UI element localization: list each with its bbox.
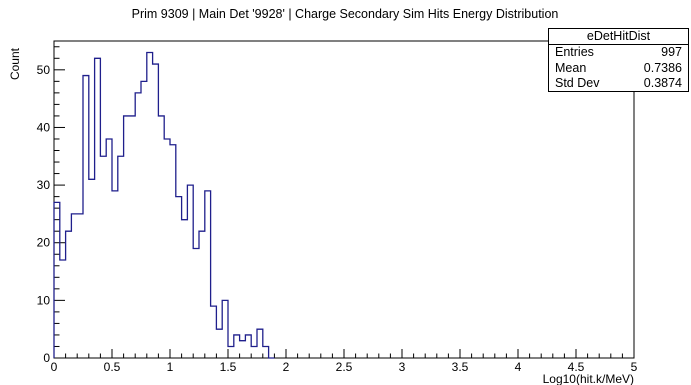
histogram-bin xyxy=(124,116,130,358)
histogram-bin xyxy=(205,191,211,358)
histogram-series-line xyxy=(53,51,275,359)
y-axis-label: Count xyxy=(8,47,22,80)
histogram-bin xyxy=(211,306,217,358)
y-tick-label: 40 xyxy=(37,120,51,134)
y-tick-label: 50 xyxy=(37,63,51,77)
stats-mean-label: Mean xyxy=(555,60,587,75)
histogram-bin xyxy=(89,179,95,358)
stats-entries-value: 997 xyxy=(661,45,682,59)
y-tick-label: 10 xyxy=(37,293,51,307)
y-tick-label: 20 xyxy=(37,236,51,250)
x-tick-label: 1.5 xyxy=(220,360,237,374)
histogram-bin xyxy=(141,81,147,358)
stats-mean-value: 0.7386 xyxy=(643,60,682,75)
y-tick-label: 0 xyxy=(43,351,50,365)
stats-row-stddev: Std Dev 0.3874 xyxy=(549,76,688,92)
histogram-bin xyxy=(112,191,118,358)
histogram-bin xyxy=(187,185,193,358)
histogram-bin xyxy=(245,335,251,358)
stats-stddev-value: 0.3874 xyxy=(643,76,682,90)
stats-entries-label: Entries xyxy=(555,45,594,59)
histogram-bin xyxy=(95,58,101,358)
x-tick-label: 3.5 xyxy=(452,360,469,374)
x-tick-label: 2 xyxy=(283,360,290,374)
histogram-bin xyxy=(66,231,72,358)
histogram-bin xyxy=(153,64,159,358)
histogram-bin xyxy=(199,231,205,358)
histogram-bin xyxy=(60,260,66,358)
y-tick-label: 30 xyxy=(37,178,51,192)
histogram-bin xyxy=(251,346,257,358)
histogram-bin xyxy=(83,76,89,358)
stats-box-title: eDetHitDist xyxy=(549,29,688,45)
x-tick-label: 4.5 xyxy=(568,360,585,374)
histogram-bin xyxy=(158,116,164,358)
histogram-bin xyxy=(263,346,269,358)
histogram-bin xyxy=(71,214,77,358)
histogram-bin xyxy=(234,335,240,358)
histogram-bin xyxy=(54,202,60,358)
histogram-bin xyxy=(129,116,135,358)
histogram-bin xyxy=(147,53,153,358)
histogram-bin xyxy=(100,156,106,358)
histogram-bin xyxy=(106,139,112,358)
histogram-bin xyxy=(118,156,124,358)
histogram-bin xyxy=(228,346,234,358)
histogram-bin xyxy=(193,248,199,358)
histogram-bin xyxy=(240,341,246,358)
histogram-bin xyxy=(170,145,176,358)
x-tick-label: 4 xyxy=(515,360,522,374)
stats-row-entries: Entries 997 xyxy=(549,45,688,61)
histogram-bin xyxy=(135,93,141,358)
stats-box: eDetHitDist Entries 997 Mean 0.7386 Std … xyxy=(548,28,689,92)
x-tick-label: 3 xyxy=(399,360,406,374)
stats-stddev-label: Std Dev xyxy=(555,76,600,90)
stats-row-mean: Mean 0.7386 xyxy=(549,61,688,77)
histogram-bin xyxy=(77,214,83,358)
histogram-bin xyxy=(257,329,263,358)
x-tick-label: 2.5 xyxy=(336,360,353,374)
x-axis-label: Log10(hit.k/MeV) xyxy=(543,372,634,385)
chart-title: Prim 9309 | Main Det '9928' | Charge Sec… xyxy=(132,7,559,21)
x-tick-label: 0.5 xyxy=(104,360,121,374)
histogram-bin xyxy=(182,220,188,358)
x-tick-label: 1 xyxy=(167,360,174,374)
histogram-bin xyxy=(216,329,222,358)
x-tick-label: 0 xyxy=(51,360,58,374)
x-tick-label: 5 xyxy=(631,360,638,374)
histogram-bin xyxy=(222,300,228,358)
histogram-bin xyxy=(176,197,182,358)
histogram-bin xyxy=(164,139,170,358)
